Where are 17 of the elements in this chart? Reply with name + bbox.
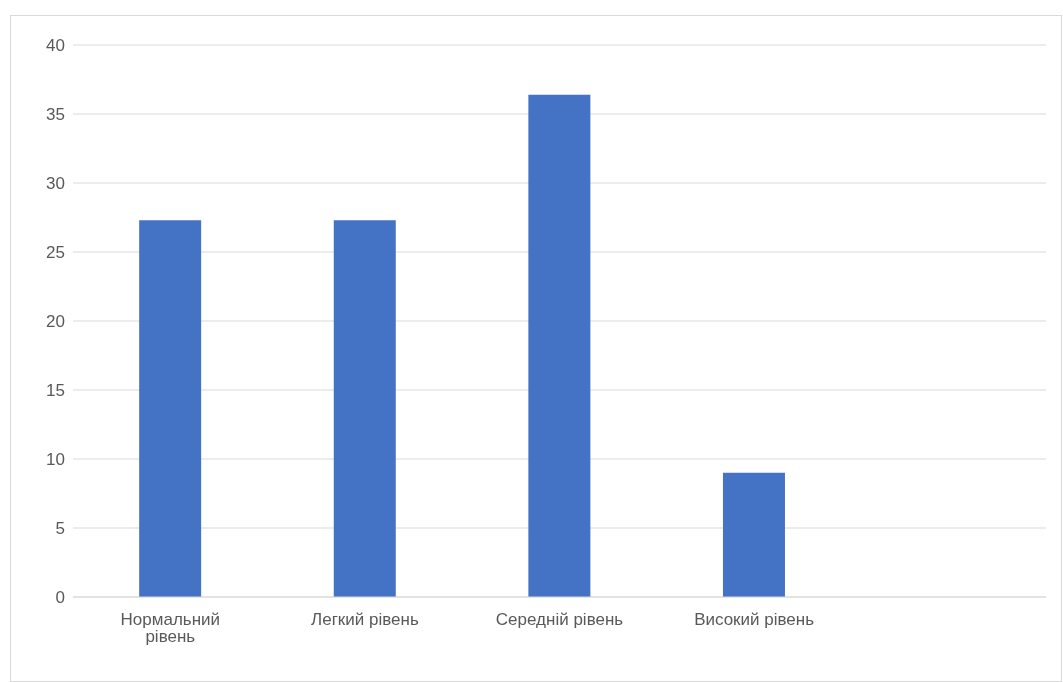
y-tick-label: 0 <box>55 588 65 608</box>
x-tick-label: Нормальний рівень <box>120 610 221 647</box>
y-tick-label: 25 <box>46 243 65 263</box>
y-tick-label: 35 <box>46 105 65 125</box>
y-tick-label: 5 <box>55 519 65 539</box>
y-tick-label: 10 <box>46 450 65 470</box>
x-tick-label: Легкий рівень <box>311 610 419 630</box>
bar <box>722 472 785 597</box>
y-tick-label: 15 <box>46 381 65 401</box>
x-tick-label: Середній рівень <box>495 610 624 630</box>
bar <box>333 220 396 597</box>
x-tick-label: Високий рівень <box>694 610 815 630</box>
y-tick-label: 40 <box>46 36 65 56</box>
y-tick-label: 30 <box>46 174 65 194</box>
y-tick-label: 20 <box>46 312 65 332</box>
bar <box>528 94 591 597</box>
bar <box>139 220 202 597</box>
